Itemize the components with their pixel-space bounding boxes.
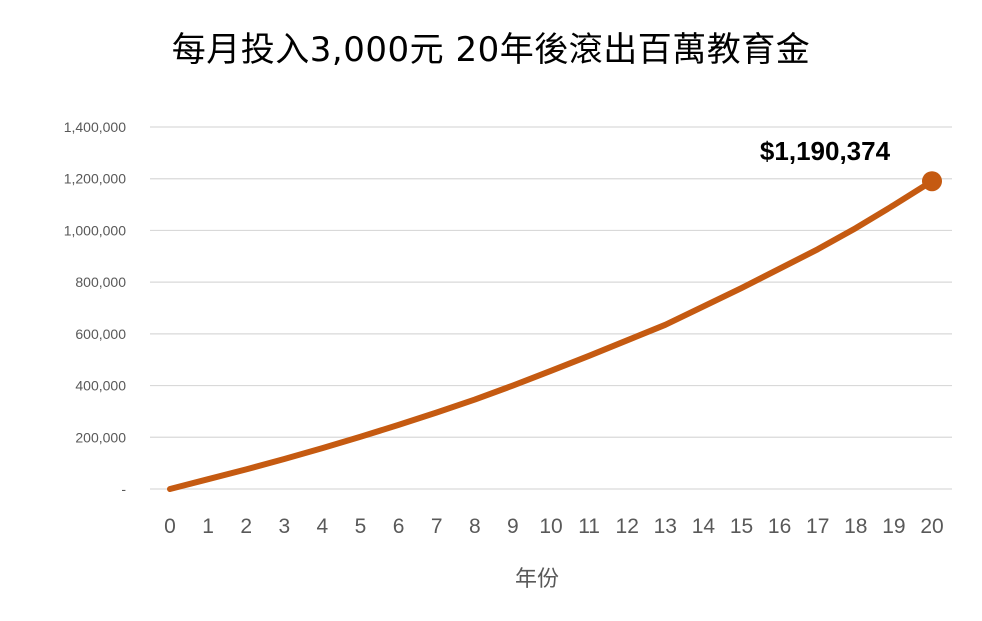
x-tick-label: 8 bbox=[469, 515, 481, 538]
y-tick-label: 1,200,000 bbox=[64, 171, 126, 187]
y-tick-label: - bbox=[121, 481, 126, 497]
x-tick-label: 1 bbox=[202, 515, 214, 538]
x-tick-label: 18 bbox=[844, 515, 867, 538]
y-tick-label: 400,000 bbox=[75, 378, 126, 394]
x-tick-label: 3 bbox=[278, 515, 290, 538]
y-tick-label: 200,000 bbox=[75, 429, 126, 445]
y-tick-label: 1,000,000 bbox=[64, 222, 126, 238]
x-tick-label: 4 bbox=[317, 515, 329, 538]
x-tick-label: 14 bbox=[692, 515, 716, 538]
x-axis-ticks: 0 1 2 3 4 5 6 7 8 9 10 11 12 13 14 15 16 17 18 19 20 bbox=[164, 515, 944, 538]
y-tick-label: 1,400,000 bbox=[64, 119, 126, 135]
x-tick-label: 2 bbox=[240, 515, 252, 538]
x-tick-label: 7 bbox=[431, 515, 443, 538]
series-line bbox=[167, 178, 935, 492]
x-tick-label: 6 bbox=[393, 515, 405, 538]
x-tick-label: 0 bbox=[164, 515, 176, 538]
series-group bbox=[167, 171, 942, 492]
x-tick-label: 19 bbox=[882, 515, 905, 538]
x-tick-label: 13 bbox=[654, 515, 677, 538]
x-tick-label: 20 bbox=[920, 515, 943, 538]
x-tick-label: 9 bbox=[507, 515, 519, 538]
y-tick-label: 800,000 bbox=[75, 274, 126, 290]
x-tick-label: 15 bbox=[730, 515, 753, 538]
end-value-label: $1,190,374 bbox=[760, 136, 891, 166]
end-point-marker bbox=[922, 171, 942, 192]
gridlines bbox=[150, 126, 952, 490]
y-axis-ticks: - 200,000 400,000 600,000 800,000 1,000,000 1,… bbox=[64, 119, 127, 497]
chart-title: 每月投入3,000元 20年後滾出百萬教育金 bbox=[171, 30, 811, 70]
x-axis-label: 年份 bbox=[515, 567, 559, 592]
x-tick-label: 11 bbox=[578, 515, 600, 538]
x-tick-label: 5 bbox=[355, 515, 367, 538]
x-tick-label: 12 bbox=[616, 515, 639, 538]
x-tick-label: 16 bbox=[768, 515, 791, 538]
y-tick-label: 600,000 bbox=[75, 326, 126, 342]
x-tick-label: 17 bbox=[806, 515, 829, 538]
x-tick-label: 10 bbox=[539, 515, 562, 538]
